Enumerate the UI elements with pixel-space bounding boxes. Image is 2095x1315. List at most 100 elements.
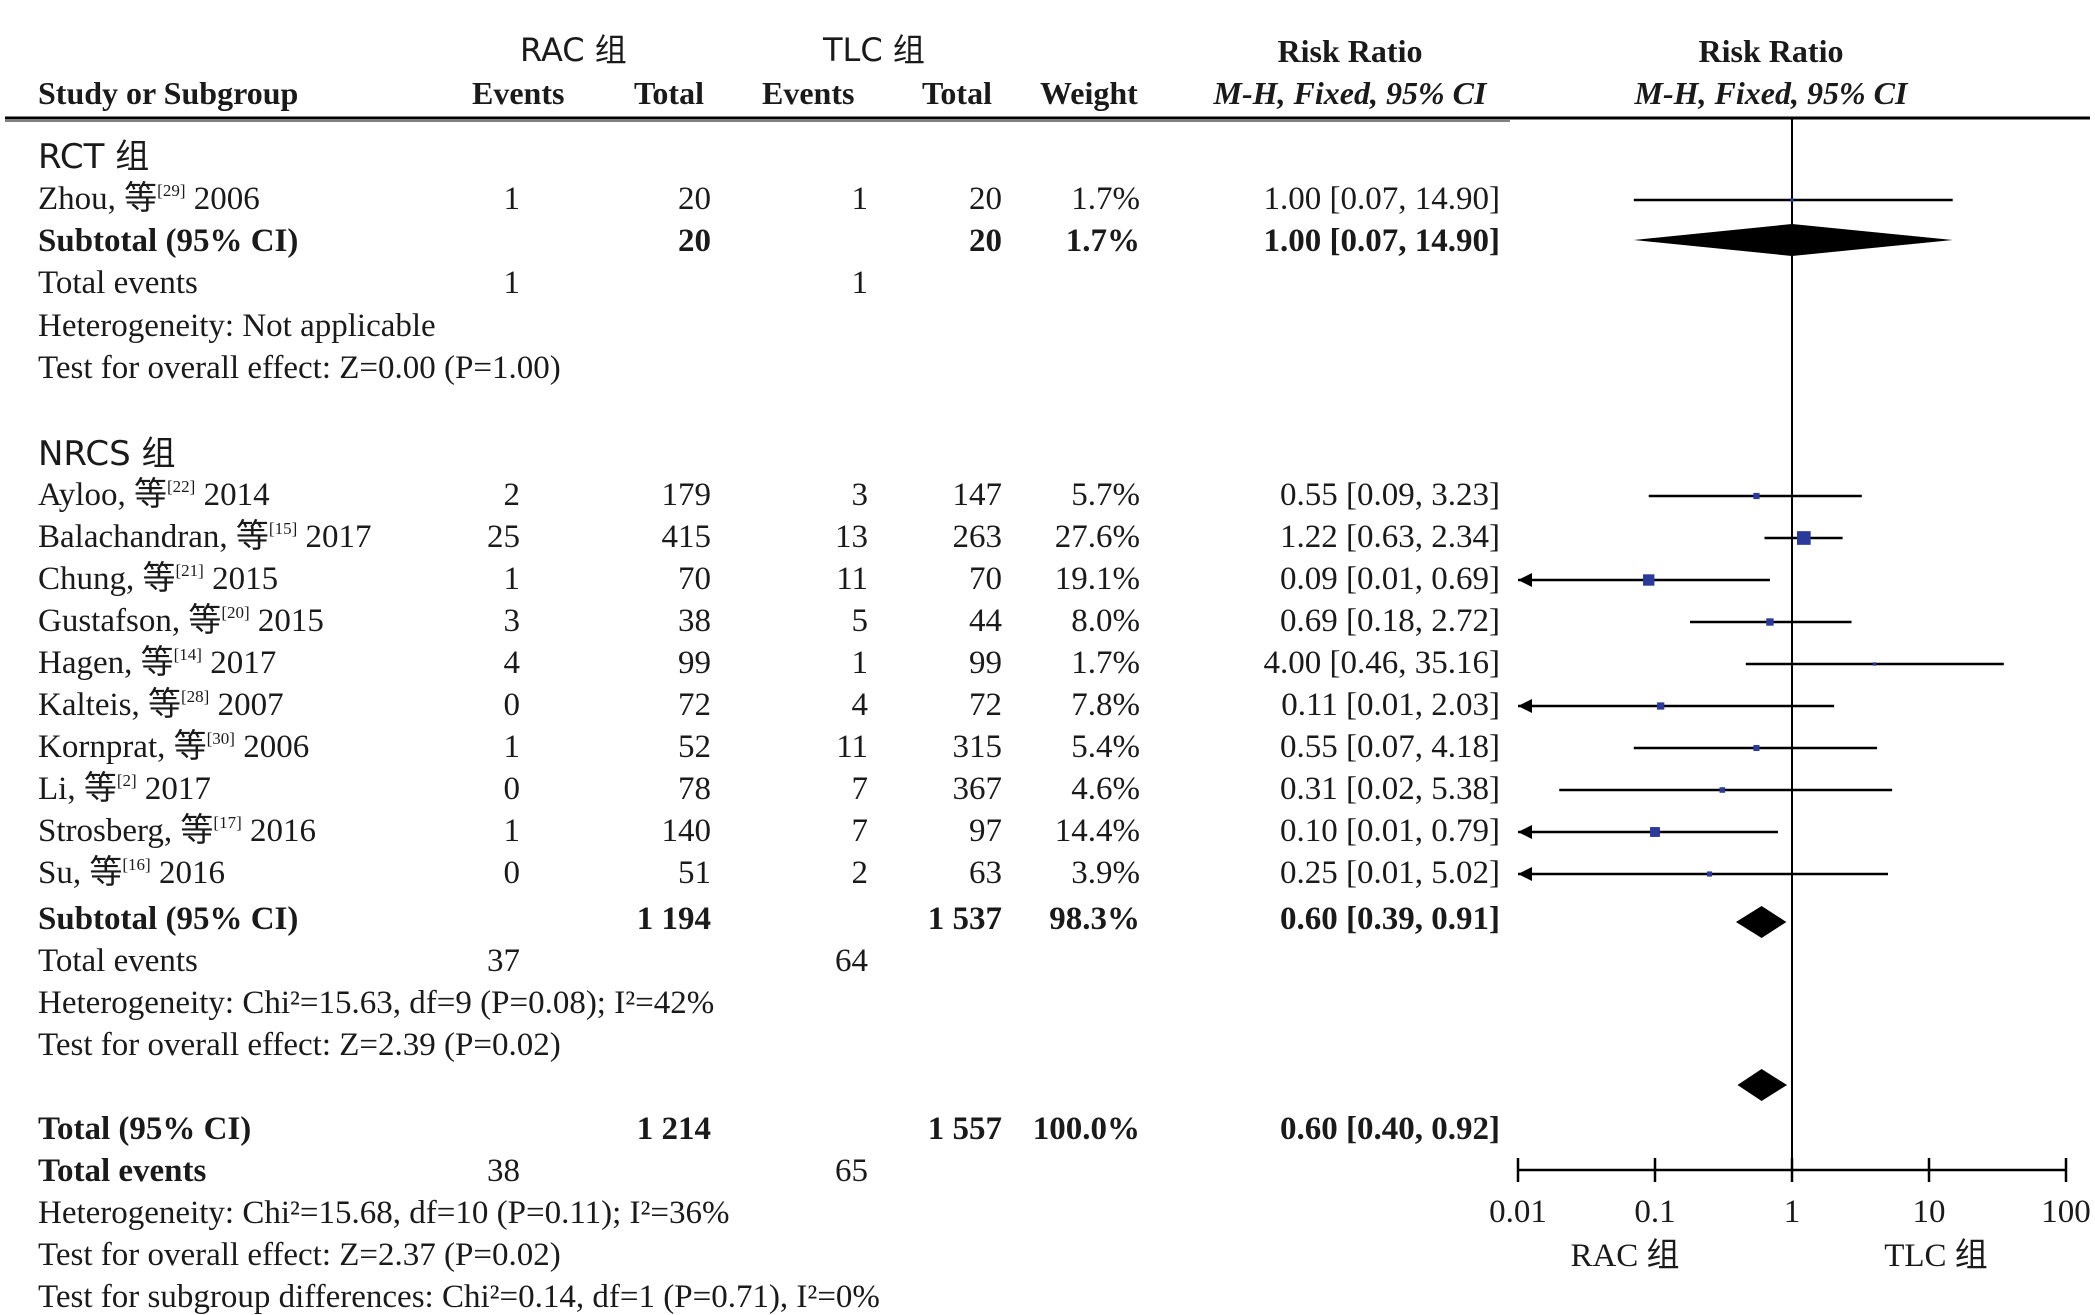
study-marker (1766, 618, 1774, 626)
events2-cell: 7 (851, 813, 869, 849)
events2-cell: 1 (851, 645, 869, 681)
study-name: Balachandran, 等[15] 2017 (38, 519, 372, 555)
weight-cell: 3.9% (1071, 855, 1140, 891)
overall-total-label: Total (95% CI) (38, 1111, 252, 1147)
total2-cell: 44 (969, 603, 1002, 639)
ci-cell: 1.00 [0.07, 14.90] (1263, 223, 1500, 259)
weight-cell: 5.4% (1071, 729, 1140, 765)
study-marker (1706, 871, 1713, 877)
total2-cell: 1 537 (927, 901, 1002, 937)
events1-cell: 4 (503, 645, 521, 681)
x-tick-label: 0.1 (1634, 1194, 1676, 1230)
study-marker (1719, 787, 1726, 793)
x-tick-label: 10 (1912, 1194, 1946, 1230)
study-column-header: Study or Subgroup (38, 75, 299, 111)
weight-cell: 7.8% (1071, 687, 1140, 723)
total1-cell: 179 (661, 477, 712, 513)
events1-cell: 1 (503, 181, 521, 217)
total2-cell: 1 557 (927, 1111, 1002, 1147)
ci-cell: 0.69 [0.18, 2.72] (1280, 603, 1500, 639)
events2-cell: 11 (836, 729, 868, 765)
study-name: Hagen, 等[14] 2017 (38, 645, 277, 681)
subgroup-label: NRCS 组 (38, 434, 176, 474)
group2-header: TLC 组 (823, 31, 925, 69)
weight-cell: 19.1% (1054, 561, 1140, 597)
events2-cell: 3 (851, 477, 869, 513)
favours-right-label: TLC 组 (1884, 1238, 1988, 1274)
total1-cell: 20 (678, 223, 711, 259)
events2-cell: 2 (851, 855, 869, 891)
weight-cell: 100.0% (1032, 1111, 1140, 1147)
ci-cell: 0.31 [0.02, 5.38] (1280, 771, 1500, 807)
total2-cell: 63 (969, 855, 1002, 891)
study-name: Chung, 等[21] 2015 (38, 561, 279, 597)
study-marker (1790, 198, 1794, 202)
ci-arrow (1518, 867, 1532, 881)
events1-cell: 37 (487, 943, 520, 979)
total2-cell: 263 (952, 519, 1003, 555)
ci-cell: 0.11 [0.01, 2.03] (1281, 687, 1500, 723)
weight-cell: 1.7% (1065, 223, 1140, 259)
x-tick-label: 1 (1783, 1194, 1801, 1230)
events2-cell: 13 (835, 519, 868, 555)
study-marker (1643, 574, 1655, 586)
total1-cell: 38 (678, 603, 711, 639)
events2-cell: 5 (851, 603, 869, 639)
ci-cell: 4.00 [0.46, 35.16] (1263, 645, 1500, 681)
total1-cell: 415 (661, 519, 712, 555)
total2-header: Total (922, 75, 992, 111)
study-name: Gustafson, 等[20] 2015 (38, 603, 324, 639)
group1-header: RAC 组 (520, 31, 627, 69)
ci-arrow (1518, 573, 1532, 587)
study-name: Ayloo, 等[22] 2014 (38, 477, 270, 513)
overall-effect-text: Test for overall effect: Z=2.39 (P=0.02) (38, 1027, 561, 1063)
ci-cell: 0.55 [0.09, 3.23] (1280, 477, 1500, 513)
events2-cell: 1 (851, 265, 869, 301)
total1-cell: 1 194 (636, 901, 711, 937)
study-name: Su, 等[16] 2016 (38, 855, 225, 891)
ci-cell: 1.22 [0.63, 2.34] (1280, 519, 1500, 555)
ci-cell: 0.60 [0.40, 0.92] (1280, 1111, 1500, 1147)
total2-cell: 147 (952, 477, 1003, 513)
events2-cell: 64 (835, 943, 868, 979)
total2-cell: 97 (969, 813, 1002, 849)
events2-cell: 11 (836, 561, 868, 597)
ci-cell: 0.10 [0.01, 0.79] (1280, 813, 1500, 849)
favours-left-label: RAC 组 (1570, 1238, 1680, 1274)
rr-method-header: M-H, Fixed, 95% CI (1213, 75, 1487, 111)
overall-effect-text: Test for overall effect: Z=0.00 (P=1.00) (38, 350, 561, 386)
events1-cell: 0 (503, 771, 521, 807)
overall-effect-text: Test for overall effect: Z=2.37 (P=0.02) (38, 1237, 561, 1273)
events1-cell: 2 (503, 477, 521, 513)
events2-cell: 1 (851, 181, 869, 217)
total2-cell: 99 (969, 645, 1002, 681)
summary-diamond (1633, 224, 1953, 256)
total1-cell: 52 (678, 729, 711, 765)
weight-cell: 27.6% (1054, 519, 1140, 555)
events1-cell: 1 (503, 813, 521, 849)
events2-header: Events (762, 75, 855, 111)
study-name: Kornprat, 等[30] 2006 (38, 729, 310, 765)
overall-events-label: Total events (38, 1153, 207, 1189)
total-events-label: Total events (38, 943, 198, 979)
ci-cell: 0.55 [0.07, 4.18] (1280, 729, 1500, 765)
subgroup-differences-text: Test for subgroup differences: Chi²=0.14… (38, 1279, 880, 1315)
events1-cell: 0 (503, 855, 521, 891)
study-name: Zhou, 等[29] 2006 (38, 181, 260, 217)
total1-cell: 20 (678, 181, 711, 217)
total1-cell: 70 (678, 561, 711, 597)
total-events-label: Total events (38, 265, 198, 301)
weight-cell: 4.6% (1071, 771, 1140, 807)
events1-cell: 1 (503, 561, 521, 597)
heterogeneity-text: Heterogeneity: Not applicable (38, 308, 436, 344)
total2-cell: 315 (952, 729, 1003, 765)
study-marker (1657, 702, 1665, 710)
study-name: Kalteis, 等[28] 2007 (38, 687, 284, 723)
total2-cell: 70 (969, 561, 1002, 597)
total1-cell: 1 214 (636, 1111, 711, 1147)
overall-heterogeneity-text: Heterogeneity: Chi²=15.68, df=10 (P=0.11… (38, 1195, 730, 1231)
study-marker (1650, 827, 1660, 837)
total2-cell: 367 (952, 771, 1003, 807)
ci-arrow (1518, 699, 1532, 713)
